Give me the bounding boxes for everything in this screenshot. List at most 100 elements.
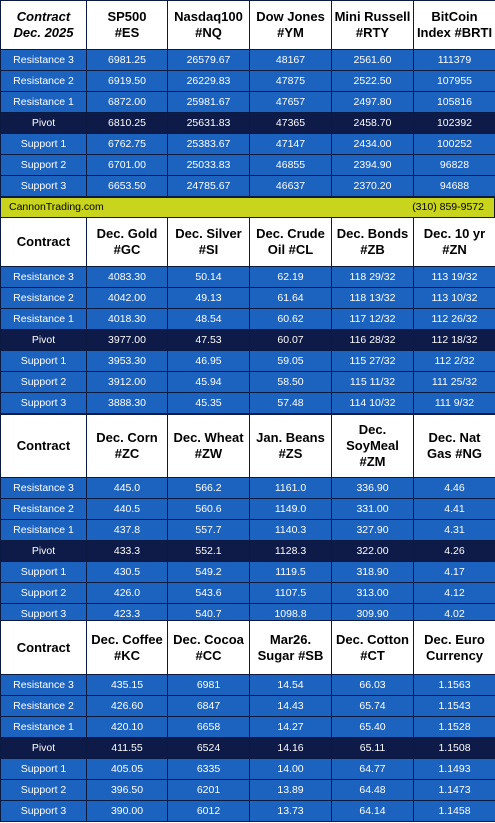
- column-header-line: Dow Jones: [256, 9, 325, 24]
- price-cell: 6847: [167, 695, 250, 717]
- column-header: Dec. Nat Gas #NG: [413, 414, 495, 478]
- column-header: Dec. Cotton #CT: [331, 620, 414, 675]
- price-cell: 4.26: [413, 540, 495, 562]
- price-cell: 6701.00: [86, 154, 168, 176]
- price-cell: 1.1563: [413, 674, 495, 696]
- header-row: Contract Dec. Corn #ZC Dec. Wheat #ZW Jan. Be…: [0, 414, 495, 478]
- price-cell: 111379: [413, 49, 495, 71]
- price-cell: 313.00: [331, 582, 414, 604]
- price-cell: 1161.0: [249, 477, 332, 499]
- price-cell: 45.35: [167, 392, 250, 414]
- contract-header-cell: Contract Dec. 2025: [0, 0, 87, 50]
- column-header-line: Dec. Coffee: [91, 631, 163, 647]
- table-metals-energy-rates: Contract Dec. Gold #GC Dec. Silver #SI Dec. C…: [0, 217, 495, 414]
- price-cell: 6810.25: [86, 112, 168, 134]
- price-cell: 549.2: [167, 561, 250, 583]
- price-cell: 2370.20: [331, 175, 414, 197]
- contract-header-cell: Contract: [0, 620, 87, 675]
- price-cell: 116 28/32: [331, 329, 414, 351]
- price-cell: 1.1473: [413, 779, 495, 801]
- column-header-line: #CT: [360, 647, 385, 663]
- table-row: Support 2 426.0 543.6 1107.5 313.00 4.12: [0, 582, 495, 604]
- price-cell: 1128.3: [249, 540, 332, 562]
- price-cell: 6981.25: [86, 49, 168, 71]
- price-cell: 6919.50: [86, 70, 168, 92]
- price-cell: 49.13: [167, 287, 250, 309]
- price-cell: 552.1: [167, 540, 250, 562]
- row-label: Resistance 1: [0, 519, 87, 541]
- column-header: Jan. Beans #ZS: [249, 414, 332, 478]
- table-row: Resistance 1 437.8 557.7 1140.3 327.90 4.31: [0, 519, 495, 541]
- broker-website: CannonTrading.com: [9, 201, 104, 213]
- price-cell: 1.1528: [413, 716, 495, 738]
- price-cell: 102392: [413, 112, 495, 134]
- price-cell: 60.62: [249, 308, 332, 330]
- price-cell: 3912.00: [86, 371, 168, 393]
- price-cell: 4.12: [413, 582, 495, 604]
- table-row: Support 1 430.5 549.2 1119.5 318.90 4.17: [0, 561, 495, 583]
- header-row: Contract Dec. Gold #GC Dec. Silver #SI Dec. C…: [0, 217, 495, 267]
- column-header-line: #ES: [114, 25, 140, 40]
- table-row: Resistance 3 6981.25 26579.67 48167 2561.60 1…: [0, 49, 495, 71]
- price-cell: 426.0: [86, 582, 168, 604]
- price-cell: 48.54: [167, 308, 250, 330]
- contract-header-line: Contract: [16, 438, 71, 453]
- column-header-line: #RTY: [355, 25, 390, 40]
- price-cell: 543.6: [167, 582, 250, 604]
- row-label: Support 1: [0, 133, 87, 155]
- row-label: Resistance 2: [0, 695, 87, 717]
- column-header-line: #SI: [198, 242, 219, 257]
- price-cell: 47147: [249, 133, 332, 155]
- price-cell: 2394.90: [331, 154, 414, 176]
- price-cell: 4.17: [413, 561, 495, 583]
- price-cell: 2561.60: [331, 49, 414, 71]
- price-cell: 2458.70: [331, 112, 414, 134]
- price-cell: 1.1458: [413, 800, 495, 822]
- row-label: Pivot: [0, 540, 87, 562]
- row-label: Pivot: [0, 112, 87, 134]
- price-cell: 115 27/32: [331, 350, 414, 372]
- row-label: Pivot: [0, 329, 87, 351]
- price-cell: 25631.83: [167, 112, 250, 134]
- column-header-line: Dec. Euro: [424, 631, 485, 647]
- column-header-line: Gas #NG: [427, 446, 482, 461]
- table-row: Resistance 3 4083.30 50.14 62.19 118 29/32 11…: [0, 266, 495, 288]
- table-row: Resistance 3 445.0 566.2 1161.0 336.90 4.46: [0, 477, 495, 499]
- column-header-line: #ZB: [360, 242, 385, 257]
- column-header: BitCoin Index #BRTI: [413, 0, 495, 50]
- table-row: Resistance 2 4042.00 49.13 61.64 118 13/32 11…: [0, 287, 495, 309]
- price-cell: 4.31: [413, 519, 495, 541]
- column-header-line: #GC: [113, 242, 141, 257]
- pivot-row: Pivot 411.55 6524 14.16 65.11 1.1508: [0, 737, 495, 759]
- price-cell: 61.64: [249, 287, 332, 309]
- pivot-row: Pivot 433.3 552.1 1128.3 322.00 4.26: [0, 540, 495, 562]
- price-cell: 435.15: [86, 674, 168, 696]
- price-cell: 390.00: [86, 800, 168, 822]
- column-header: Dec. Bonds #ZB: [331, 217, 414, 267]
- row-label: Resistance 3: [0, 266, 87, 288]
- price-cell: 420.10: [86, 716, 168, 738]
- row-label: Resistance 1: [0, 716, 87, 738]
- row-label: Support 3: [0, 175, 87, 197]
- table-row: Support 2 396.50 6201 13.89 64.48 1.1473: [0, 779, 495, 801]
- row-label: Resistance 3: [0, 477, 87, 499]
- price-cell: 6012: [167, 800, 250, 822]
- column-header-line: SoyMeal: [346, 438, 399, 453]
- price-cell: 13.89: [249, 779, 332, 801]
- price-cell: 14.00: [249, 758, 332, 780]
- price-cell: 47657: [249, 91, 332, 113]
- price-cell: 25981.67: [167, 91, 250, 113]
- table-row: Resistance 3 435.15 6981 14.54 66.03 1.1563: [0, 674, 495, 696]
- price-cell: 58.50: [249, 371, 332, 393]
- price-cell: 4083.30: [86, 266, 168, 288]
- header-row: Contract Dec. 2025 SP500 #ES Nasdaq100 #NQ Dow…: [0, 0, 495, 50]
- price-cell: 64.48: [331, 779, 414, 801]
- price-cell: 60.07: [249, 329, 332, 351]
- column-header: Nasdaq100 #NQ: [167, 0, 250, 50]
- row-label: Support 2: [0, 371, 87, 393]
- price-cell: 318.90: [331, 561, 414, 583]
- column-header-line: BitCoin: [431, 9, 478, 24]
- row-label: Resistance 1: [0, 308, 87, 330]
- column-header: Dec. Gold #GC: [86, 217, 168, 267]
- price-cell: 62.19: [249, 266, 332, 288]
